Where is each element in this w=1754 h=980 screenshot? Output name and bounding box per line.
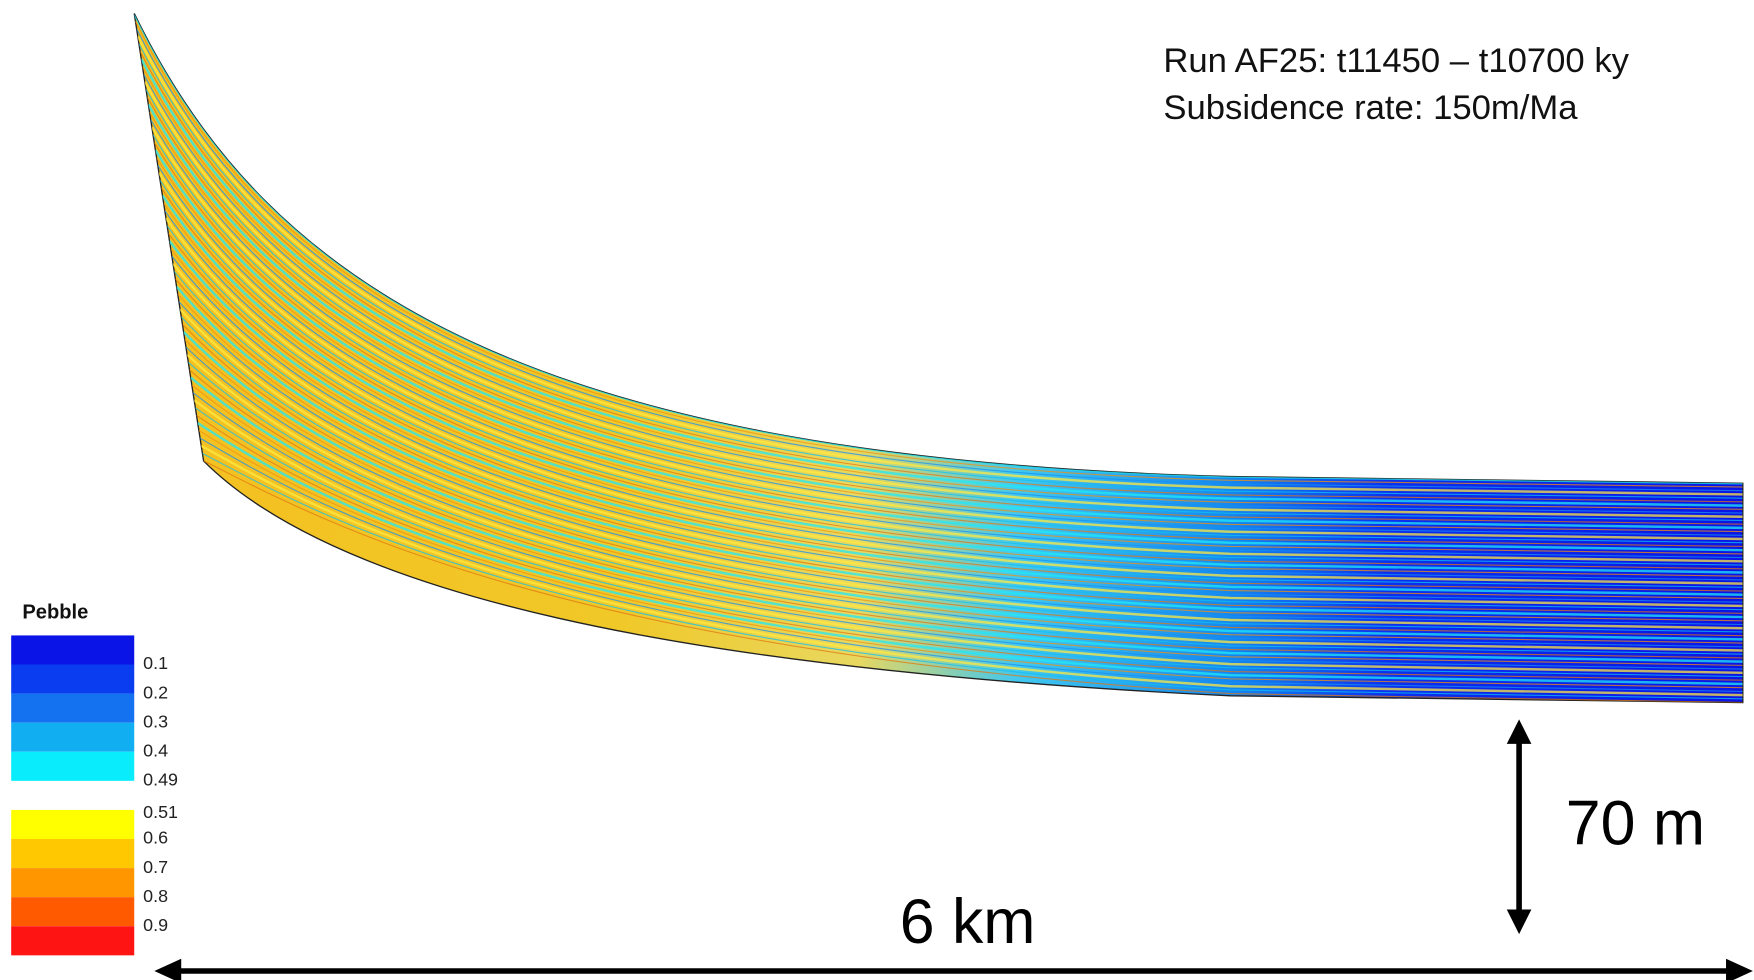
legend-title: Pebble <box>22 601 88 623</box>
legend-swatch <box>11 810 134 839</box>
arrow-head <box>1507 719 1532 744</box>
legend: 0.1 0.2 0.3 0.4 0.49 0.51 0.6 0.7 0.8 0.9 <box>11 635 178 955</box>
arrow-head <box>1507 909 1532 934</box>
legend-swatch <box>11 635 134 664</box>
legend-swatch <box>11 926 134 955</box>
legend-label: 0.1 <box>143 653 168 673</box>
scale-label: 6 km <box>900 887 1036 957</box>
legend-swatch <box>11 897 134 926</box>
legend-swatch <box>11 752 134 781</box>
annotation-line: Run AF25: t11450 – t10700 ky <box>1163 42 1629 80</box>
scale-label: 70 m <box>1566 788 1705 858</box>
legend-label: 0.6 <box>143 828 168 848</box>
legend-label: 0.2 <box>143 682 168 702</box>
figure: Run AF25: t11450 – t10700 ky Subsidence … <box>0 0 1754 980</box>
arrow-head <box>154 959 181 980</box>
annotation-line: Subsidence rate: 150m/Ma <box>1163 89 1578 127</box>
legend-swatch <box>11 665 134 694</box>
legend-label: 0.8 <box>143 886 168 906</box>
horizontal-scale-bar: 6 km <box>154 887 1753 980</box>
legend-swatch <box>11 839 134 868</box>
legend-label: 0.51 <box>143 802 178 822</box>
legend-label: 0.49 <box>143 770 178 790</box>
legend-label: 0.4 <box>143 740 168 760</box>
legend-label: 0.3 <box>143 711 168 731</box>
legend-swatch <box>11 694 134 723</box>
arrow-head <box>1726 959 1753 980</box>
legend-swatch <box>11 723 134 752</box>
legend-label: 0.9 <box>143 915 168 935</box>
vertical-scale-bar: 70 m <box>1507 719 1705 934</box>
legend-label: 0.7 <box>143 857 168 877</box>
legend-swatch <box>11 868 134 897</box>
page: Run AF25: t11450 – t10700 ky Subsidence … <box>0 0 1754 980</box>
